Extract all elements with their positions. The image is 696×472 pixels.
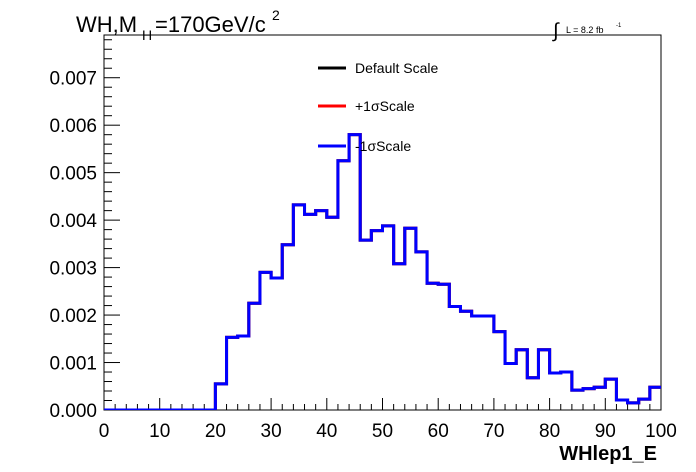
x-tick-label: 30 — [261, 421, 282, 442]
plot-frame — [103, 34, 662, 411]
legend-label-default: Default Scale — [355, 60, 438, 76]
x-tick-label: 0 — [99, 421, 110, 442]
y-tick-label: 0.003 — [49, 259, 97, 280]
legend-label-plus: +1σScale — [355, 98, 415, 114]
legend-label-minus: -1σScale — [355, 138, 411, 154]
title-main: WH,M — [76, 12, 137, 37]
series-minus-1sigma — [104, 133, 661, 410]
title-superscript: 2 — [272, 7, 280, 23]
title-tail: =170GeV/c — [155, 12, 266, 37]
integral-symbol: ∫ — [552, 20, 560, 42]
x-tick-label: 90 — [595, 421, 616, 442]
y-tick-label: 0.005 — [49, 164, 97, 185]
x-tick-label: 100 — [645, 421, 677, 442]
x-axis: 0 10 20 30 40 50 60 70 80 90 100 — [99, 398, 677, 442]
x-tick-label: 50 — [372, 421, 393, 442]
y-tick-label: 0.006 — [49, 116, 97, 137]
y-axis: 0.000 0.001 0.002 0.003 0.004 0.005 0.006 0.007 — [49, 39, 120, 422]
y-tick-label: 0.002 — [49, 306, 97, 327]
x-tick-label: 60 — [428, 421, 449, 442]
y-tick-label: 0.007 — [49, 69, 97, 90]
series-layer — [104, 133, 661, 410]
series-plus-1sigma — [104, 133, 661, 410]
x-tick-label: 80 — [539, 421, 560, 442]
x-tick-label: 10 — [149, 421, 170, 442]
x-axis-label: WHlep1_E — [559, 443, 657, 465]
y-tick-label: 0.004 — [49, 211, 97, 232]
lumi-label: L = 8.2 fb — [566, 25, 603, 35]
legend: Default Scale +1σScale -1σScale — [318, 60, 438, 154]
x-tick-label: 40 — [316, 421, 337, 442]
y-tick-label: 0.000 — [49, 401, 97, 422]
series-default-scale — [104, 133, 661, 410]
y-tick-label: 0.001 — [49, 354, 97, 375]
x-tick-label: 70 — [483, 421, 504, 442]
x-tick-label: 20 — [205, 421, 226, 442]
lumi-superscript: -1 — [616, 23, 622, 29]
